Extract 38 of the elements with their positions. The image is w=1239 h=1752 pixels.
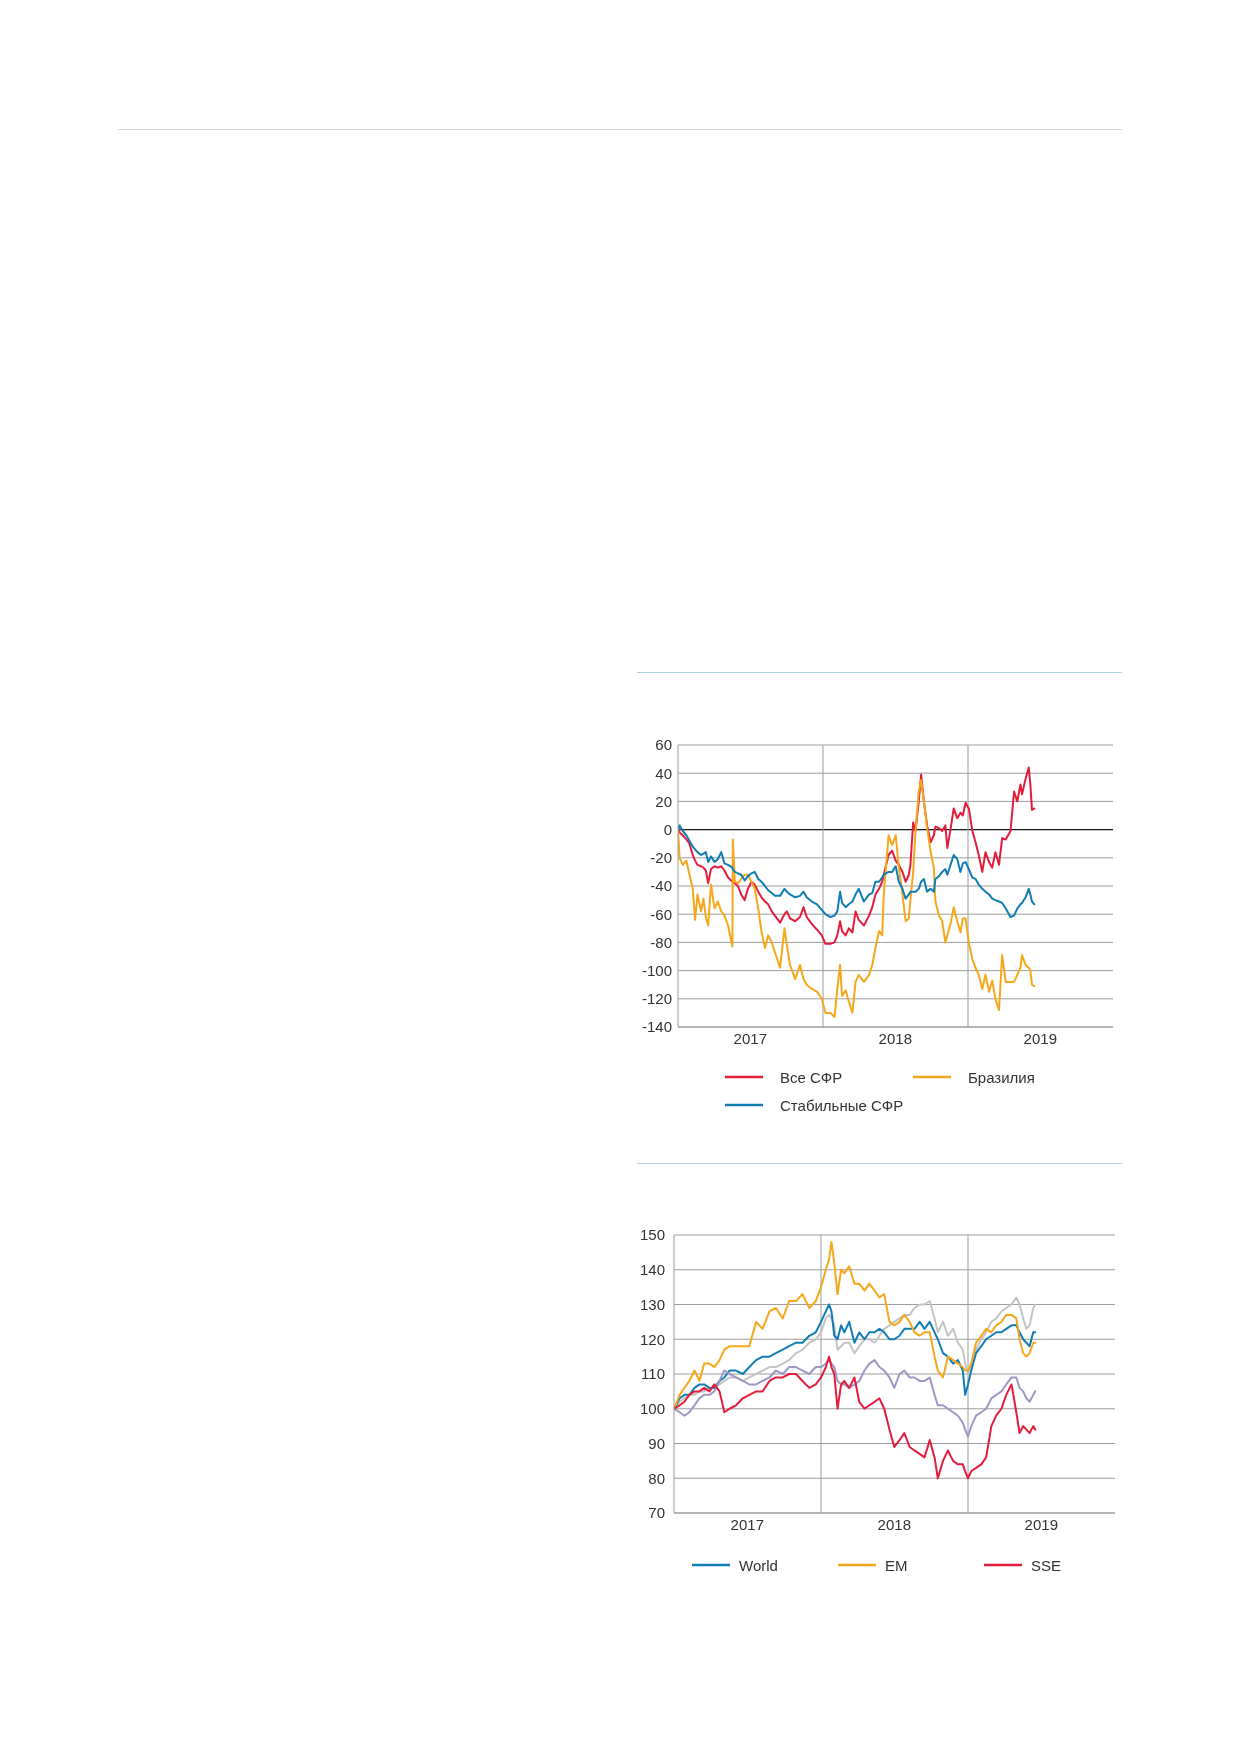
legend-label: SSE [1031, 1556, 1062, 1574]
y-tick-label: 140 [639, 1261, 665, 1279]
legend-label: Стабильные СФР [780, 1096, 904, 1114]
y-tick-label: -20 [650, 849, 672, 867]
y-tick-label: -100 [641, 961, 672, 979]
y-tick-label: -60 [650, 905, 672, 923]
line-series [678, 824, 1036, 919]
y-tick-label: 60 [655, 736, 672, 754]
legend-label: Бразилия [968, 1068, 1035, 1086]
legend-label: World [739, 1556, 778, 1574]
y-tick-label: -80 [650, 933, 672, 951]
line-series [678, 766, 1036, 945]
y-tick-label: 100 [639, 1400, 665, 1418]
y-tick-label: 0 [663, 820, 672, 838]
y-tick-label: 120 [639, 1330, 665, 1348]
x-tick-label: 2018 [878, 1029, 912, 1047]
x-tick-label: 2019 [1023, 1029, 1057, 1047]
y-tick-label: 110 [641, 1365, 665, 1383]
legend-label: Все СФР [780, 1068, 843, 1086]
y-tick-label: 70 [648, 1504, 665, 1522]
y-tick-label: -140 [641, 1018, 672, 1036]
line-series [674, 1240, 1037, 1410]
line-series [674, 1359, 1037, 1438]
y-tick-label: -120 [641, 990, 672, 1008]
x-tick-label: 2018 [877, 1515, 911, 1533]
x-tick-label: 2017 [733, 1029, 767, 1047]
x-tick-label: 2019 [1024, 1515, 1058, 1533]
y-tick-label: 40 [655, 764, 672, 782]
line-series [678, 779, 1036, 1019]
y-tick-label: 90 [648, 1434, 665, 1452]
y-tick-label: 130 [639, 1295, 665, 1313]
y-tick-label: -40 [650, 877, 672, 895]
y-tick-label: 20 [655, 792, 672, 810]
y-tick-label: 80 [648, 1469, 665, 1487]
y-tick-label: 150 [639, 1226, 665, 1244]
x-tick-label: 2017 [730, 1515, 764, 1533]
legend-label: EM [885, 1556, 908, 1574]
line-series [674, 1355, 1037, 1480]
